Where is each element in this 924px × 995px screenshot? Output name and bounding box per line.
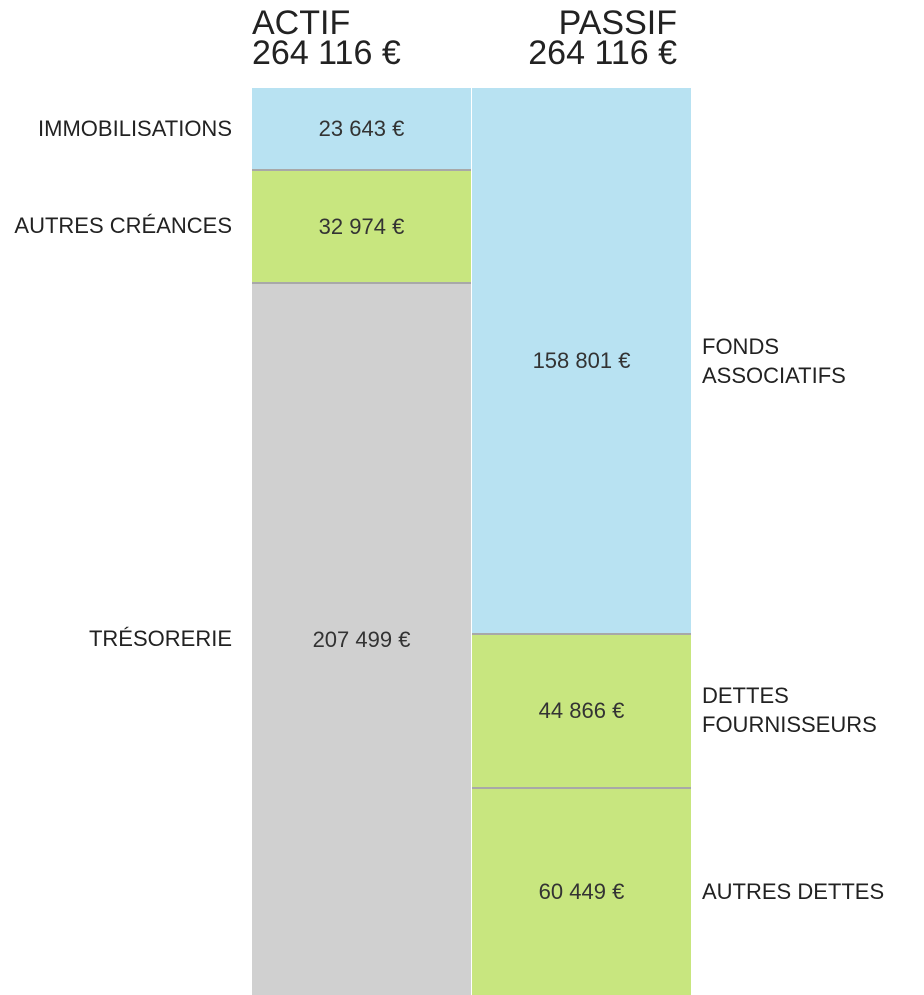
column-total: 264 116 €: [528, 34, 677, 72]
segment-value: 207 499 €: [312, 626, 411, 652]
segment-name: DETTES FOURNISSEURS: [702, 683, 877, 738]
segment: 44 866 €: [472, 633, 691, 788]
segment-label: TRÉSORERIE: [14, 282, 232, 995]
segment-label: IMMOBILISATIONS: [14, 88, 232, 169]
segment-value: 32 974 €: [318, 213, 405, 239]
column-header: PASSIF 264 116 €: [457, 4, 677, 72]
column-name: PASSIF: [558, 4, 677, 42]
column-total: 264 116 €: [252, 34, 401, 72]
segment-name: TRÉSORERIE: [88, 626, 232, 652]
segment-value: 23 643 €: [318, 115, 405, 141]
segment-name: AUTRES DETTES: [702, 878, 885, 904]
segment-value: 158 801 €: [532, 347, 631, 373]
segment-name: IMMOBILISATIONS: [38, 116, 232, 142]
column-header: ACTIF 264 116 €: [252, 4, 472, 72]
segment-value: 44 866 €: [538, 698, 625, 724]
column-name: ACTIF: [252, 4, 351, 42]
segment-label: AUTRES DETTES: [702, 787, 920, 995]
segment: 23 643 €: [252, 88, 471, 170]
segment: 207 499 €: [252, 282, 471, 995]
segment-name: FONDS ASSOCIATIFS: [702, 333, 846, 388]
segment-name: AUTRES CRÉANCES: [14, 213, 232, 239]
segment: 158 801 €: [472, 88, 691, 634]
segment-label: AUTRES CRÉANCES: [14, 169, 232, 282]
segment: 60 449 €: [472, 787, 691, 995]
segment-value: 60 449 €: [538, 879, 625, 905]
segment: 32 974 €: [252, 169, 471, 283]
segment-label: DETTES FOURNISSEURS: [702, 633, 920, 787]
segment-label: FONDS ASSOCIATIFS: [702, 88, 920, 633]
